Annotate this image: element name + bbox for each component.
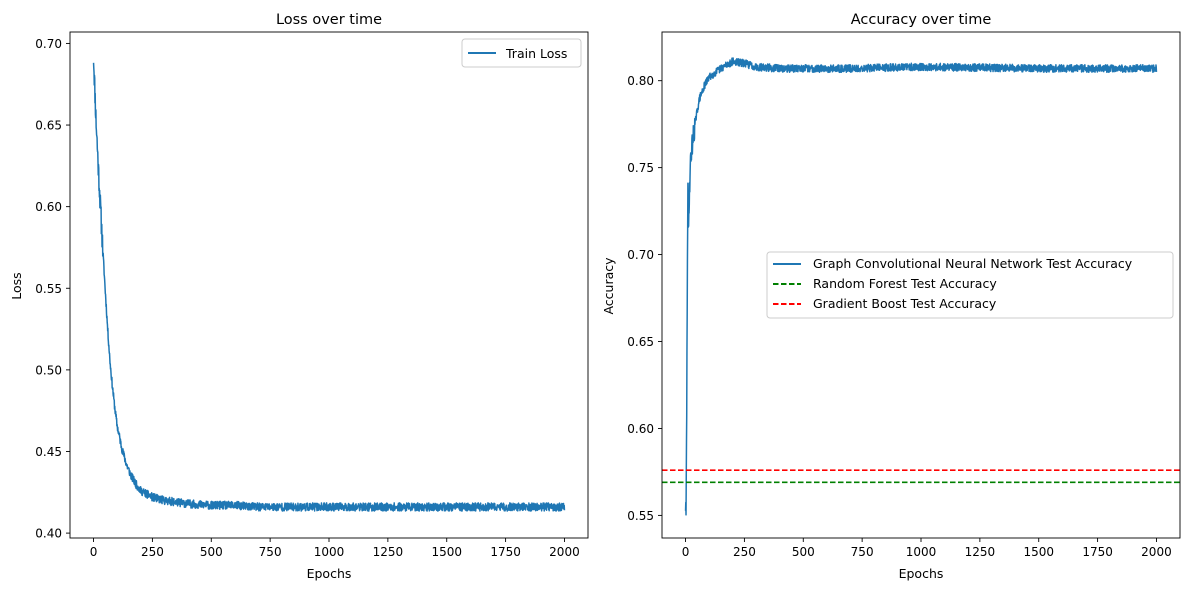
accuracy-y-tick-label-2: 0.65 [627, 335, 654, 349]
accuracy-x-axis-label: Epochs [899, 566, 944, 581]
loss-x-tick-label-2000: 2000 [549, 545, 580, 559]
loss-train-loss-line [92, 62, 566, 512]
accuracy-x-tick-label-1750: 1750 [1082, 545, 1113, 559]
loss-x-tick-label-1750: 1750 [490, 545, 521, 559]
loss-y-tick-label-2: 0.50 [35, 363, 62, 377]
accuracy-x-tick-label-1000: 1000 [906, 545, 937, 559]
loss-y-tick-label-4: 0.60 [35, 200, 62, 214]
accuracy-series-group [662, 57, 1180, 516]
loss-x-tick-label-1000: 1000 [314, 545, 345, 559]
accuracy-x-tick-label-750: 750 [851, 545, 874, 559]
loss-chart: Loss over time 0 250 500 750 1000 1250 1500 175… [9, 12, 589, 581]
accuracy-y-tick-label-0: 0.55 [627, 509, 654, 523]
loss-plot-area: 0 250 500 750 1000 1250 1500 1750 2000 0.40 0.45 0.… [35, 31, 589, 559]
loss-y-tick-label-6: 0.70 [35, 37, 62, 51]
loss-legend-box [461, 38, 582, 68]
accuracy-plot-area: 0 250 500 750 1000 1250 1500 1750 2000 0.55 0.60 0.… [627, 31, 1181, 559]
loss-chart-title: Loss over time [276, 12, 382, 28]
loss-x-tick-label-1250: 1250 [373, 545, 404, 559]
loss-x-tick-label-500: 500 [200, 545, 223, 559]
loss-y-axis-label: Loss [9, 272, 24, 299]
loss-x-axis-label: Epochs [307, 566, 352, 581]
accuracy-y-tick-label-4: 0.75 [627, 161, 654, 175]
accuracy-x-tick-label-1250: 1250 [965, 545, 996, 559]
loss-legend-label: Train Loss [505, 46, 567, 61]
accuracy-x-tick-label-250: 250 [733, 545, 756, 559]
loss-x-tick-label-1500: 1500 [431, 545, 462, 559]
loss-y-tick-label-1: 0.45 [35, 445, 62, 459]
rf-legend-label: Random Forest Test Accuracy [813, 276, 997, 291]
accuracy-y-axis-label: Accuracy [601, 257, 616, 315]
accuracy-legend-box [766, 251, 1174, 319]
loss-y-tick-label-0: 0.40 [35, 527, 62, 541]
loss-legend: Train Loss [461, 38, 582, 68]
accuracy-chart-title: Accuracy over time [851, 12, 992, 28]
accuracy-y-tick-label-1: 0.60 [627, 422, 654, 436]
loss-x-tick-label-0: 0 [90, 545, 98, 559]
accuracy-y-tick-label-5: 0.80 [627, 74, 654, 88]
accuracy-graph-convolutional-neural-network-test-accuracy-line [684, 57, 1158, 516]
accuracy-x-tick-label-500: 500 [792, 545, 815, 559]
accuracy-x-tick-label-1500: 1500 [1023, 545, 1054, 559]
accuracy-x-tick-label-2000: 2000 [1141, 545, 1172, 559]
accuracy-y-tick-label-3: 0.70 [627, 248, 654, 262]
loss-x-tick-label-250: 250 [141, 545, 164, 559]
loss-y-tick-label-5: 0.65 [35, 119, 62, 133]
loss-x-tick-label-750: 750 [259, 545, 282, 559]
loss-y-tick-label-3: 0.55 [35, 282, 62, 296]
gb-legend-label: Gradient Boost Test Accuracy [813, 296, 997, 311]
gcn-legend-label: Graph Convolutional Neural Network Test … [813, 256, 1133, 271]
accuracy-chart: Accuracy over time 0 250 500 750 1000 1250 150… [601, 12, 1181, 581]
loss-series-group [92, 62, 566, 512]
accuracy-x-tick-label-0: 0 [682, 545, 690, 559]
accuracy-legend: Graph Convolutional Neural Network Test … [766, 251, 1174, 319]
